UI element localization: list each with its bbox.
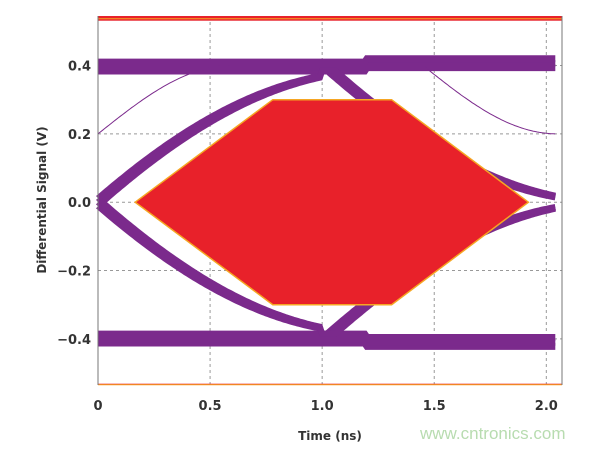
x-tick-label: 1.5: [423, 399, 446, 414]
eye-trace: [98, 55, 556, 66]
y-tick-label: 0.0: [68, 196, 91, 211]
y-axis-label: Differential Signal (V): [35, 126, 49, 273]
x-tick-label: 0: [93, 399, 102, 414]
watermark: www.cntronics.com: [420, 424, 566, 443]
x-tick-label: 2.0: [535, 399, 558, 414]
eye-trace: [98, 335, 556, 346]
y-tick-label: 0.4: [68, 60, 91, 75]
eye-trace: [97, 65, 556, 135]
eye-trace: [98, 60, 556, 71]
x-tick-label: 1.0: [311, 399, 334, 414]
y-tick-label: −0.2: [57, 265, 91, 280]
x-tick-label: 0.5: [199, 399, 222, 414]
eye-mask-hexagon: [133, 98, 530, 306]
x-axis-label: Time (ns): [298, 429, 362, 443]
y-tick-label: −0.4: [57, 333, 91, 348]
eye-trace: [98, 339, 556, 350]
y-tick-label: 0.2: [68, 128, 91, 143]
